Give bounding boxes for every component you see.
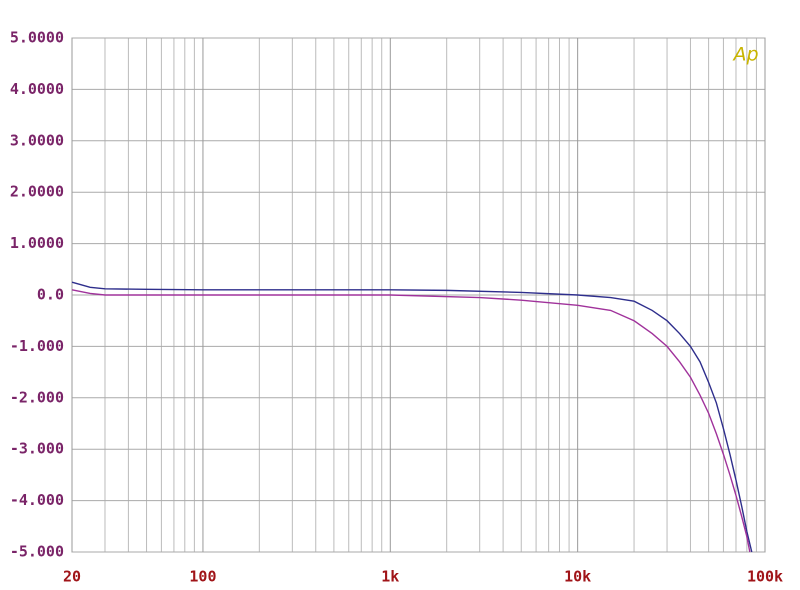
y-tick-label: -1.000	[10, 337, 64, 355]
line-series	[71, 281, 753, 553]
x-tick-label: 20	[63, 568, 81, 586]
y-tick-label: -4.000	[10, 491, 64, 509]
x-tick-label: 10k	[564, 568, 591, 586]
y-tick-label: 4.0000	[10, 80, 64, 98]
y-tick-label: 5.0000	[10, 29, 64, 47]
x-tick-label: 100k	[747, 568, 783, 586]
y-tick-label: 0.0	[37, 286, 64, 304]
y-tick-label: -2.000	[10, 388, 64, 406]
y-tick-label: 3.0000	[10, 131, 64, 149]
x-tick-label: 100	[189, 568, 216, 586]
x-tick-label: 1k	[381, 568, 399, 586]
y-tick-label: 1.0000	[10, 234, 64, 252]
y-tick-label: 2.0000	[10, 183, 64, 201]
y-tick-label: -5.000	[10, 543, 64, 561]
line-series	[71, 289, 751, 553]
y-tick-label: -3.000	[10, 440, 64, 458]
logo: Ap	[731, 44, 758, 66]
